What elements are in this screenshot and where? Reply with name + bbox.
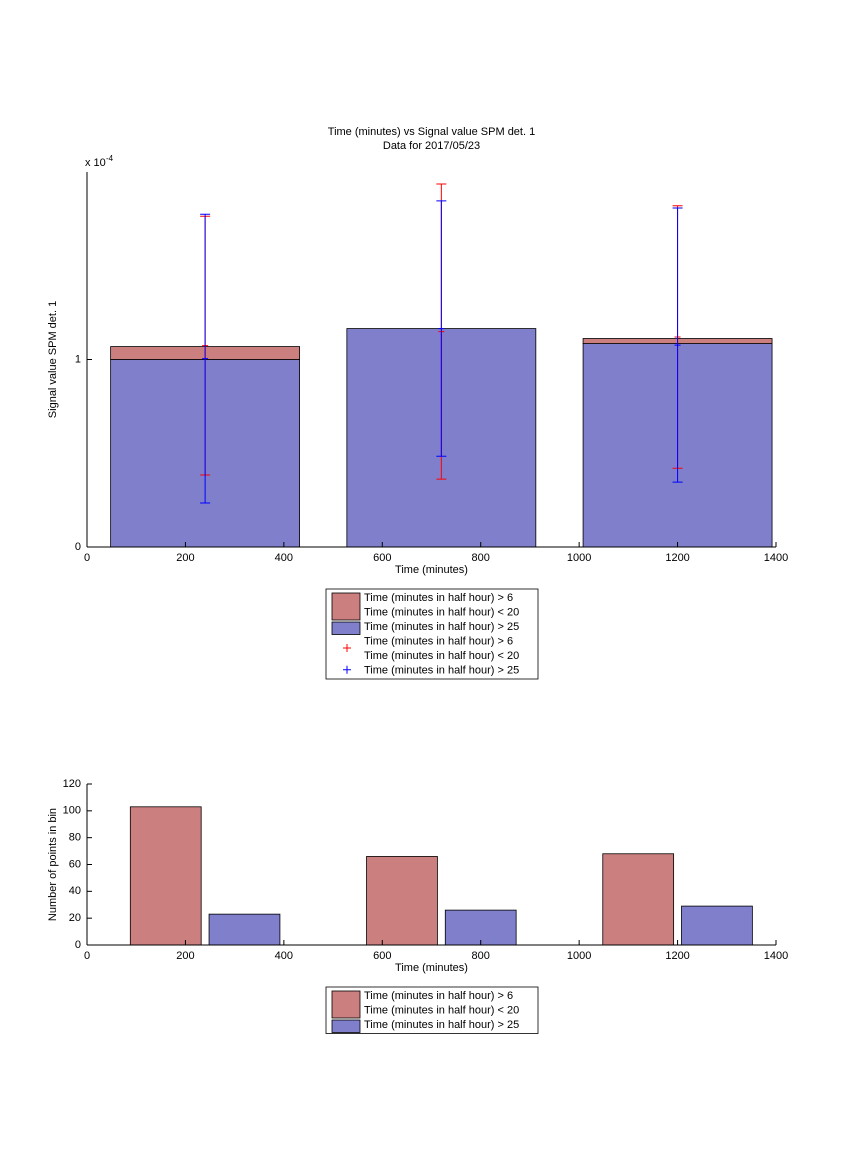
bar [602, 853, 675, 946]
chart-title: Time (minutes) vs Signal value SPM det. … [328, 126, 535, 138]
x-tick-label: 1200 [665, 552, 689, 564]
bar [129, 806, 202, 946]
error-bar [200, 213, 211, 504]
y-tick-label: 80 [69, 832, 81, 844]
bar [366, 856, 438, 946]
x-tick-label: 600 [373, 552, 391, 564]
x-tick-label: 1400 [764, 552, 788, 564]
legend-box [325, 588, 539, 680]
y-multiplier: x 10 [85, 157, 106, 169]
legend-label: Time (minutes in half hour) < 20 [364, 650, 519, 662]
x-tick-label: 400 [275, 552, 293, 564]
y-tick-label: 40 [69, 885, 81, 897]
y-tick-label: 0 [75, 541, 81, 553]
bar [444, 909, 517, 946]
legend-label: Time (minutes in half hour) < 20 [364, 606, 519, 618]
bar [681, 905, 753, 946]
x-tick-label: 1400 [764, 950, 788, 962]
y-tick-label: 20 [69, 912, 81, 924]
legend-label: Time (minutes in half hour) > 25 [364, 1019, 519, 1031]
y-tick-label: 100 [63, 805, 81, 817]
x-tick-label: 800 [472, 950, 490, 962]
x-tick-label: 0 [84, 552, 90, 564]
x-tick-label: 200 [176, 950, 194, 962]
chart-title: Data for 2017/05/23 [383, 140, 480, 152]
legend-box [325, 986, 539, 1034]
x-tick-label: 0 [84, 950, 90, 962]
x-tick-label: 200 [176, 552, 194, 564]
y-axis-label: Signal value SPM det. 1 [47, 301, 59, 418]
error-bar [436, 200, 447, 457]
x-tick-label: 1200 [665, 950, 689, 962]
y-tick-label: 60 [69, 858, 81, 870]
y-tick-label: 0 [75, 939, 81, 951]
legend-label: Time (minutes in half hour) > 6 [364, 635, 513, 647]
legend-label: Time (minutes in half hour) > 25 [364, 621, 519, 633]
legend-marker [343, 644, 351, 652]
y-multiplier-exp: -4 [106, 154, 114, 163]
error-bar [672, 207, 683, 483]
legend-marker [343, 665, 351, 674]
x-tick-label: 800 [472, 552, 490, 564]
bar [208, 913, 281, 946]
legend-swatch [331, 1019, 361, 1033]
legend-label: Time (minutes in half hour) > 6 [364, 990, 513, 1002]
x-tick-label: 1000 [567, 552, 591, 564]
legend-swatch [331, 990, 361, 1019]
x-tick-label: 400 [275, 950, 293, 962]
legend-label: Time (minutes in half hour) < 20 [364, 1004, 519, 1016]
legend-swatch [331, 621, 361, 635]
x-axis-label: Time (minutes) [395, 962, 468, 974]
legend-label: Time (minutes in half hour) > 6 [364, 592, 513, 604]
y-axis-label: Number of points in bin [47, 808, 59, 921]
x-tick-label: 600 [373, 950, 391, 962]
x-tick-label: 1000 [567, 950, 591, 962]
x-axis-label: Time (minutes) [395, 564, 468, 576]
legend-label: Time (minutes in half hour) > 25 [364, 664, 519, 676]
legend-swatch [331, 592, 361, 621]
y-tick-label: 1 [75, 353, 81, 365]
y-tick-label: 120 [63, 778, 81, 790]
